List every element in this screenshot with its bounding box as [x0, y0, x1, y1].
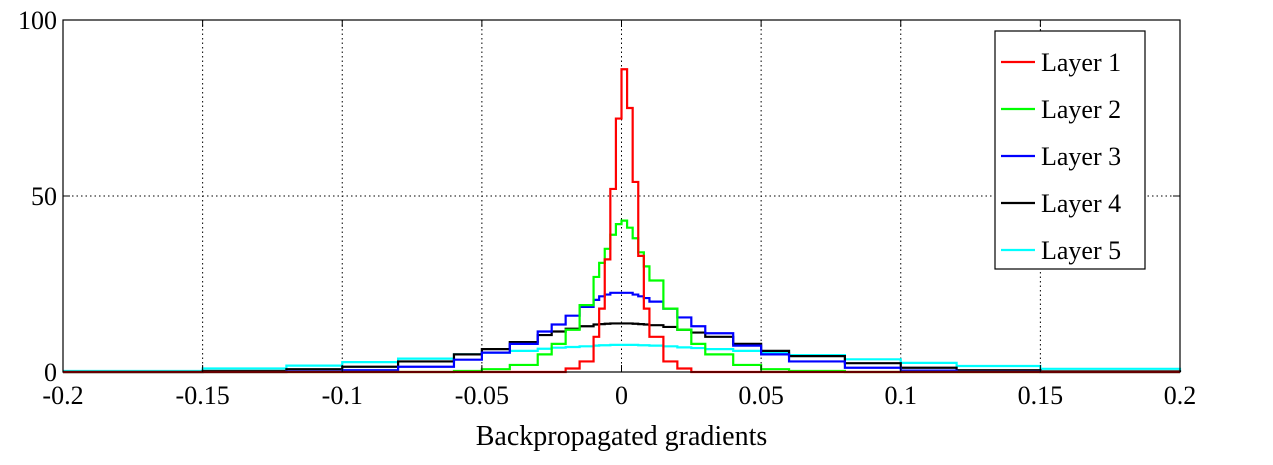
x-tick-label: 0.1: [885, 381, 918, 410]
y-tick-label: 50: [31, 182, 57, 211]
x-tick-label: 0.05: [738, 381, 784, 410]
series-line-layer-3: [63, 291, 1180, 374]
legend-label: Layer 3: [1041, 142, 1121, 171]
x-tick-label: -0.05: [455, 381, 509, 410]
x-tick-label: 0: [615, 381, 628, 410]
x-tick-label: -0.2: [42, 381, 83, 410]
series-line-layer-4: [63, 322, 1182, 374]
x-tick-label: 0.2: [1164, 381, 1197, 410]
y-tick-label: 100: [18, 6, 57, 35]
legend-box: [994, 30, 1146, 270]
series-line-layer-2: [63, 219, 1180, 374]
x-tick-labels: -0.2 -0.15 -0.1 -0.05 0 0.05 0.1 0.15 0.2: [42, 381, 1196, 410]
series-lines: [63, 68, 1182, 374]
legend-entries: Layer 1 Layer 2 Layer 3 Layer 4 Layer 5: [1001, 48, 1121, 265]
y-tick-labels: 0 50 100: [18, 6, 57, 387]
axis-ticks: [62, 19, 1181, 373]
x-tick-label: -0.1: [322, 381, 363, 410]
legend-label: Layer 4: [1041, 189, 1121, 218]
legend-label: Layer 2: [1041, 95, 1121, 124]
x-tick-label: -0.15: [176, 381, 230, 410]
x-axis-label: Backpropagated gradients: [476, 421, 768, 452]
legend-label: Layer 1: [1041, 48, 1121, 77]
x-tick-label: 0.15: [1018, 381, 1064, 410]
legend: Layer 1 Layer 2 Layer 3 Layer 4 Layer 5: [994, 30, 1146, 270]
y-tick-label: 0: [44, 358, 57, 387]
legend-label: Layer 5: [1041, 236, 1121, 265]
